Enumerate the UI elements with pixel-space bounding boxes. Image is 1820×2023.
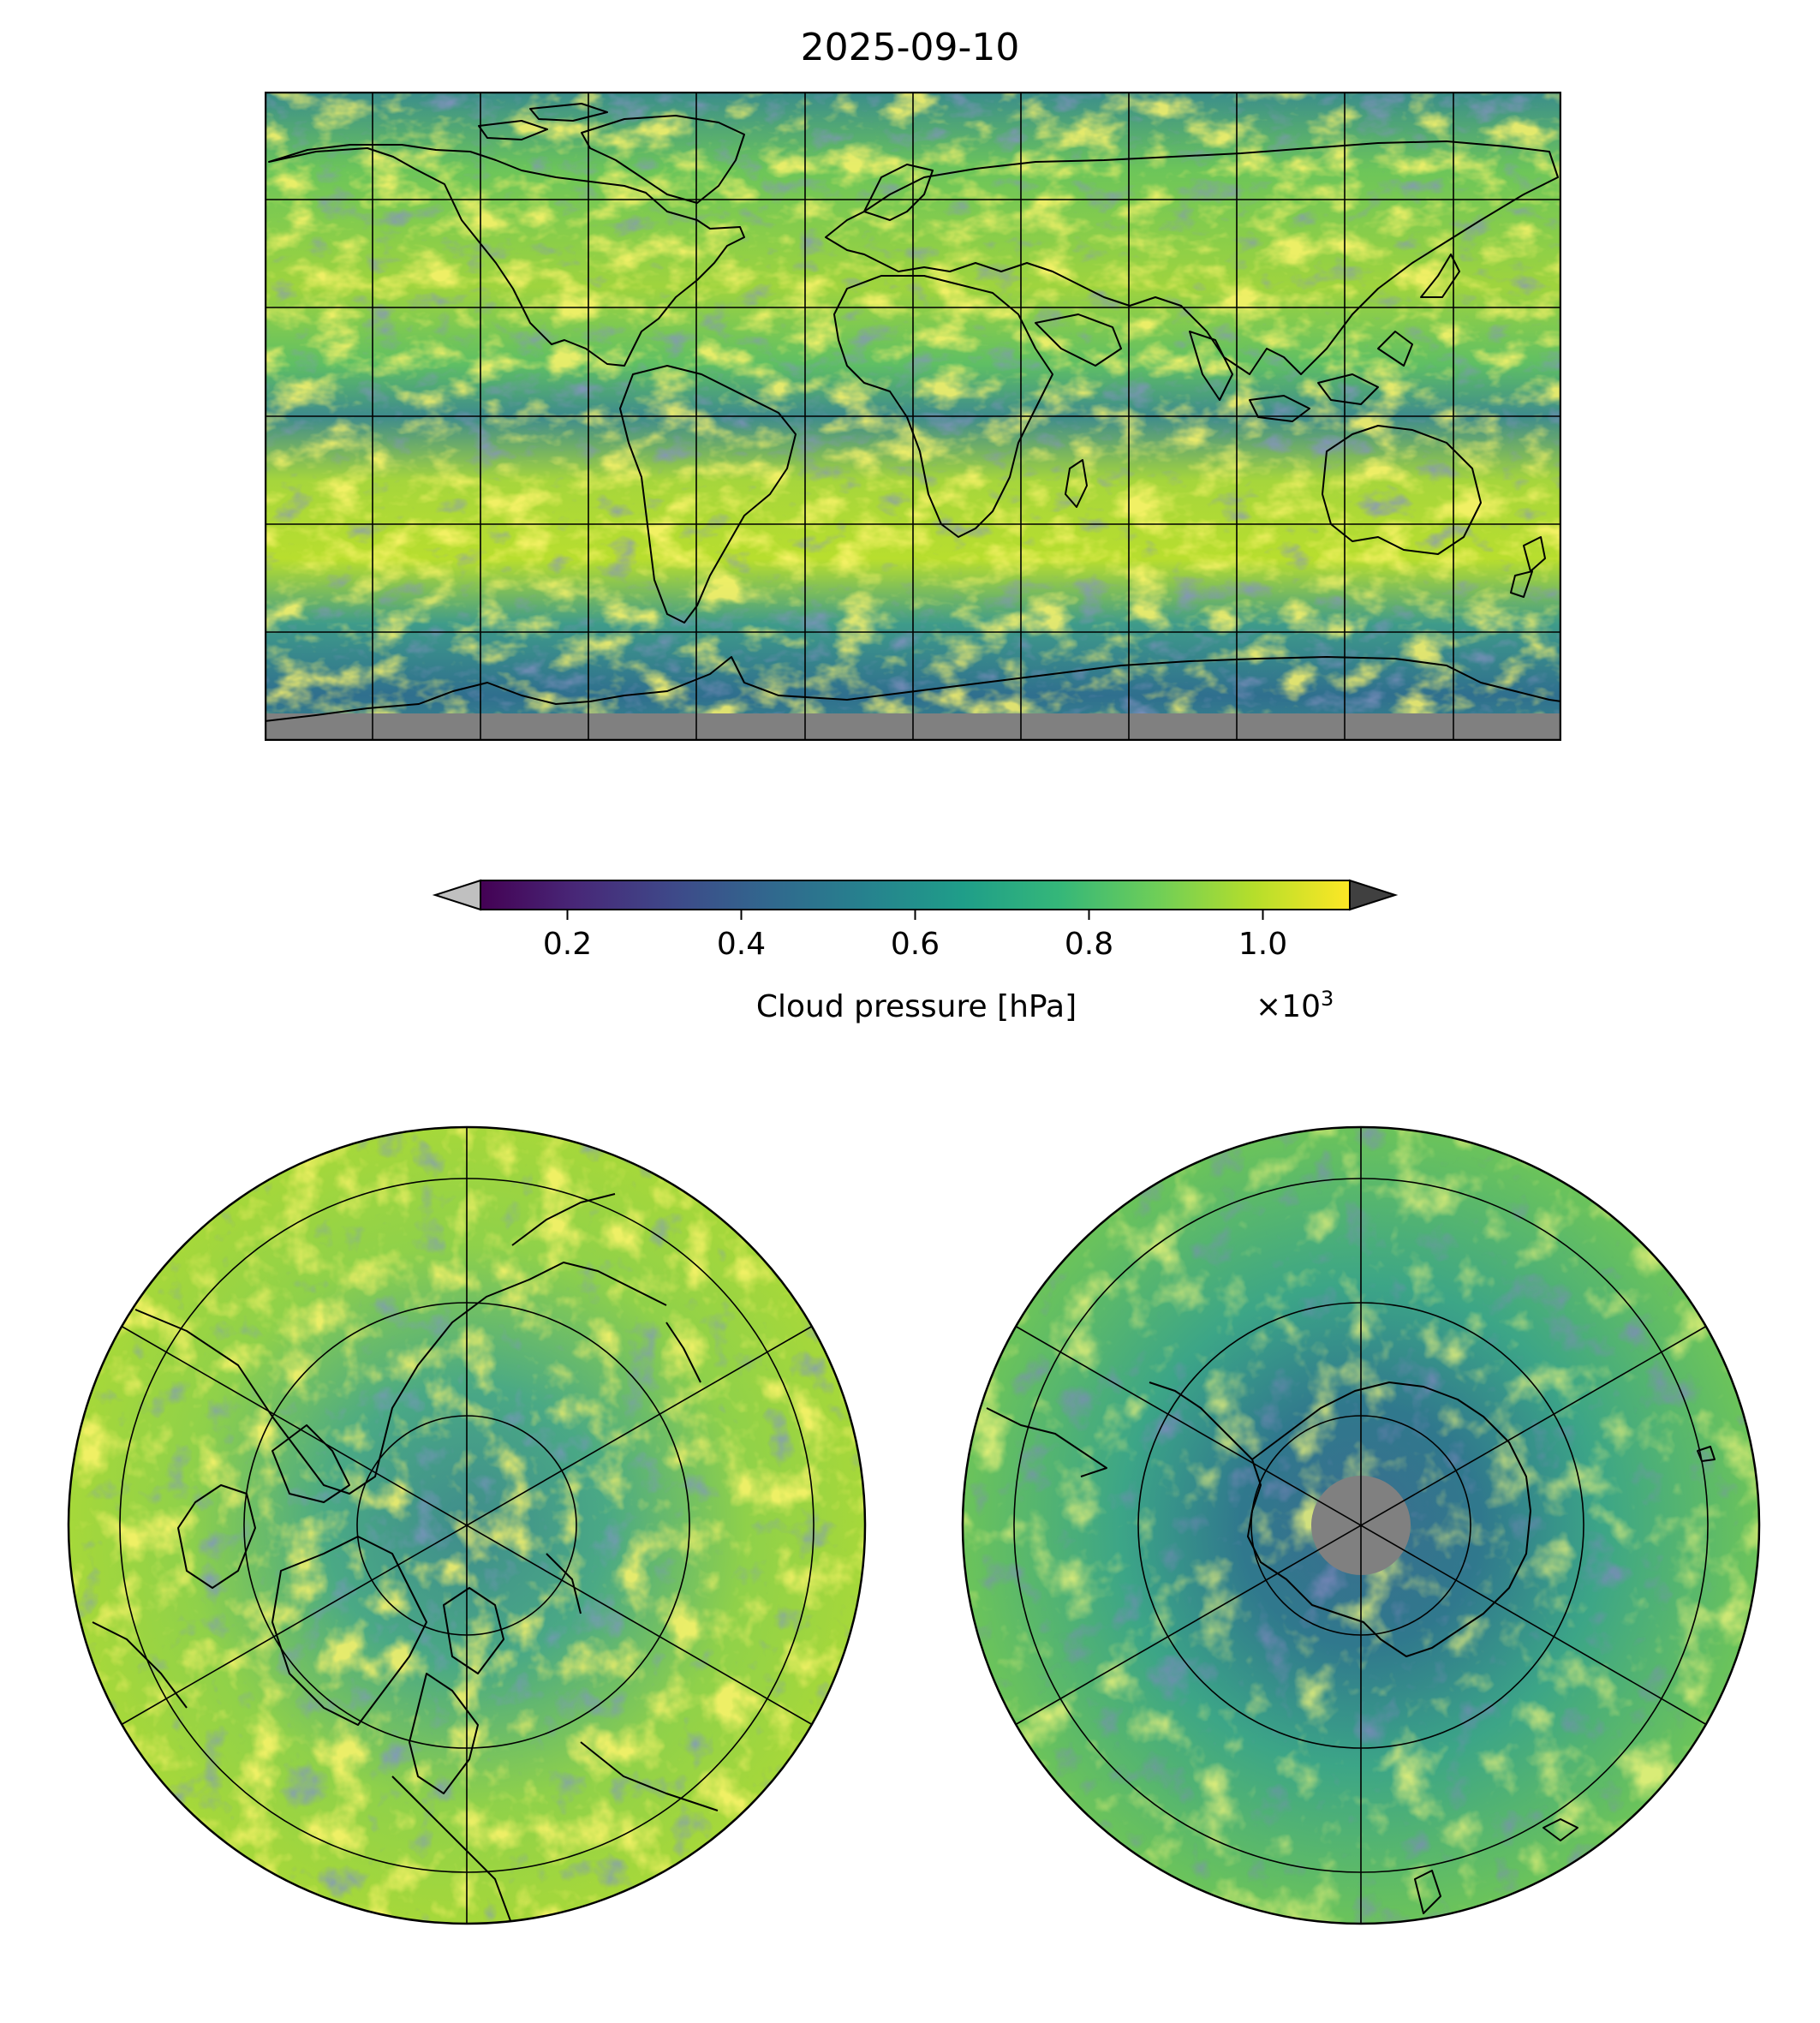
- south-gridlines: [1013, 1127, 1709, 1924]
- colorbar-tick-label: 0.2: [543, 927, 592, 962]
- colorbar-tick-label: 0.6: [891, 927, 940, 962]
- colorbar: 0.2 0.4 0.6 0.8 1.0: [432, 879, 1399, 962]
- north-polar-map: [67, 1125, 867, 1925]
- colorbar-scale-factor: ×103: [1256, 987, 1334, 1024]
- figure-title: 2025-09-10: [800, 26, 1020, 69]
- global-map: [265, 92, 1561, 741]
- colorbar-gradient: [480, 880, 1351, 910]
- global-coastlines: [265, 103, 1561, 722]
- global-gridlines: [265, 92, 1561, 741]
- north-map-frame: [67, 1125, 867, 1925]
- north-coastlines: [92, 1193, 719, 1924]
- north-gridlines: [119, 1127, 815, 1924]
- south-map-frame: [961, 1125, 1761, 1925]
- colorbar-tick-label: 1.0: [1238, 927, 1287, 962]
- colorbar-tick-label: 0.4: [717, 927, 766, 962]
- global-map-frame: [265, 92, 1561, 741]
- south-polar-map: [961, 1125, 1761, 1925]
- south-coastlines: [986, 1381, 1716, 1914]
- colorbar-ticks: 0.2 0.4 0.6 0.8 1.0: [543, 910, 1287, 962]
- colorbar-label: Cloud pressure [hPa]: [755, 989, 1077, 1024]
- colorbar-tick-label: 0.8: [1065, 927, 1113, 962]
- colorbar-scale-exponent: 3: [1320, 987, 1334, 1011]
- colorbar-over-extension: [1349, 879, 1399, 911]
- colorbar-under-extension: [432, 879, 481, 911]
- colorbar-scale-text: ×10: [1256, 989, 1321, 1024]
